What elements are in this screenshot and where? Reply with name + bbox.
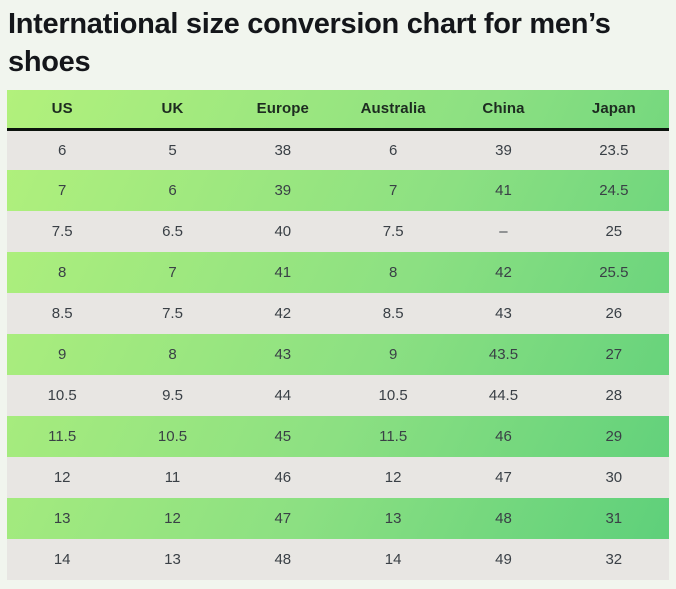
table-cell: 10.5	[157, 428, 188, 445]
conversion-table: US UK Europe Australia China Japan 6 5 38 6 39 23.…	[7, 90, 669, 580]
page-title: International size conversion chart for …	[8, 8, 611, 78]
table-cell: 12	[7, 457, 118, 498]
table-row: 14 13 48 14 49 32	[7, 539, 669, 580]
table-cell: 6	[168, 182, 177, 199]
table-cell: 7	[57, 182, 67, 199]
table-cell: 9	[57, 346, 67, 363]
table-row: 12 11 46 12 47 30	[7, 457, 669, 498]
table-cell: 47	[274, 510, 292, 527]
table-cell: 49	[448, 539, 559, 580]
table-cell: 48	[227, 539, 338, 580]
table-cell: 14	[337, 539, 449, 580]
table-cell: 23.5	[558, 129, 669, 170]
table-row: 8.5 7.5 42 8.5 43 26	[7, 293, 669, 334]
table-cell: 28	[558, 375, 669, 416]
table-cell: 42	[227, 293, 338, 334]
table-cell: 10.5	[337, 375, 449, 416]
column-header-australia: Australia	[337, 90, 449, 131]
table-cell: 8.5	[7, 293, 118, 334]
table-cell: 13	[117, 539, 228, 580]
table-cell: 11.5	[48, 428, 77, 445]
table-cell: 13	[53, 510, 71, 527]
table-cell: 46	[227, 457, 338, 498]
table-row: 7 6 39 7 41 24.5	[7, 170, 669, 211]
table-cell: 25	[558, 211, 669, 252]
table-cell: 41	[274, 264, 292, 281]
table-cell: 47	[448, 457, 559, 498]
table-row: 11.5 10.5 45 11.5 46 29	[7, 416, 669, 457]
table-cell: 11	[117, 457, 228, 498]
table-cell: 5	[117, 129, 228, 170]
table-cell: 10.5	[7, 375, 118, 416]
table-cell: 27	[605, 346, 623, 363]
table-cell: 39	[274, 182, 292, 199]
table-cell: 29	[605, 428, 623, 445]
table-cell: 43	[274, 346, 292, 363]
table-cell: 8	[168, 346, 177, 363]
table-cell: 9	[388, 346, 398, 363]
table-cell: 13	[384, 510, 402, 527]
table-row: 9 8 43 9 43.5 27	[7, 334, 669, 375]
table-cell: 7.5	[337, 211, 449, 252]
size-conversion-table: US UK Europe Australia China Japan 6 5 38 6 39 23.…	[7, 90, 669, 580]
table-cell: 11.5	[379, 428, 408, 445]
table-cell: 7.5	[117, 293, 228, 334]
table-row: 7.5 6.5 40 7.5–25	[7, 211, 669, 252]
table-cell: 6	[7, 129, 118, 170]
table-cell: 39	[448, 129, 559, 170]
table-cell: –	[448, 211, 559, 252]
table-body: 6 5 38 6 39 23.5 7 6 39 7 41 24.5 7.5 6.5 40 7.5–25 8 7 41…	[7, 129, 669, 580]
table-cell: 8	[57, 264, 67, 281]
column-header-uk: UK	[117, 90, 228, 131]
table-cell: 43.5	[488, 346, 519, 363]
table-cell: 48	[495, 510, 512, 527]
table-cell: 43	[448, 293, 559, 334]
table-cell: 25.5	[599, 264, 629, 281]
table-cell: 8	[388, 264, 398, 281]
table-row: 6 5 38 6 39 23.5	[7, 129, 669, 170]
table-cell: 6.5	[117, 211, 228, 252]
table-cell: 46	[495, 428, 512, 445]
table-cell: 8.5	[337, 293, 449, 334]
table-cell: 32	[558, 539, 669, 580]
table-cell: 24.5	[599, 182, 629, 199]
table-cell: 9.5	[117, 375, 228, 416]
column-header-europe: Europe	[227, 90, 338, 131]
table-cell: 40	[227, 211, 338, 252]
table-cell: 41	[495, 182, 512, 199]
table-cell: 14	[7, 539, 118, 580]
table-row: 13 12 47 13 48 31	[7, 498, 669, 539]
table-cell: 30	[558, 457, 669, 498]
table-cell: 44	[227, 375, 338, 416]
table-header: US UK Europe Australia China Japan	[7, 90, 669, 131]
header-row: US UK Europe Australia China Japan	[7, 90, 669, 131]
column-header-china: China	[448, 90, 559, 131]
table-row: 10.5 9.5 44 10.5 44.5 28	[7, 375, 669, 416]
table-cell: 12	[164, 510, 181, 527]
table-cell: 7	[168, 264, 177, 281]
table-cell: 6	[337, 129, 449, 170]
table-cell: 45	[274, 428, 292, 445]
table-cell: 38	[227, 129, 338, 170]
table-cell: 12	[337, 457, 449, 498]
table-row: 8 7 41 8 42 25.5	[7, 252, 669, 293]
column-header-japan: Japan	[558, 90, 669, 131]
table-cell: 44.5	[448, 375, 559, 416]
column-header-us: US	[7, 90, 118, 131]
table-cell: 7	[388, 182, 398, 199]
table-cell: 7.5	[7, 211, 118, 252]
table-cell: 31	[605, 510, 623, 527]
table-cell: 26	[558, 293, 669, 334]
table-cell: 42	[495, 264, 512, 281]
